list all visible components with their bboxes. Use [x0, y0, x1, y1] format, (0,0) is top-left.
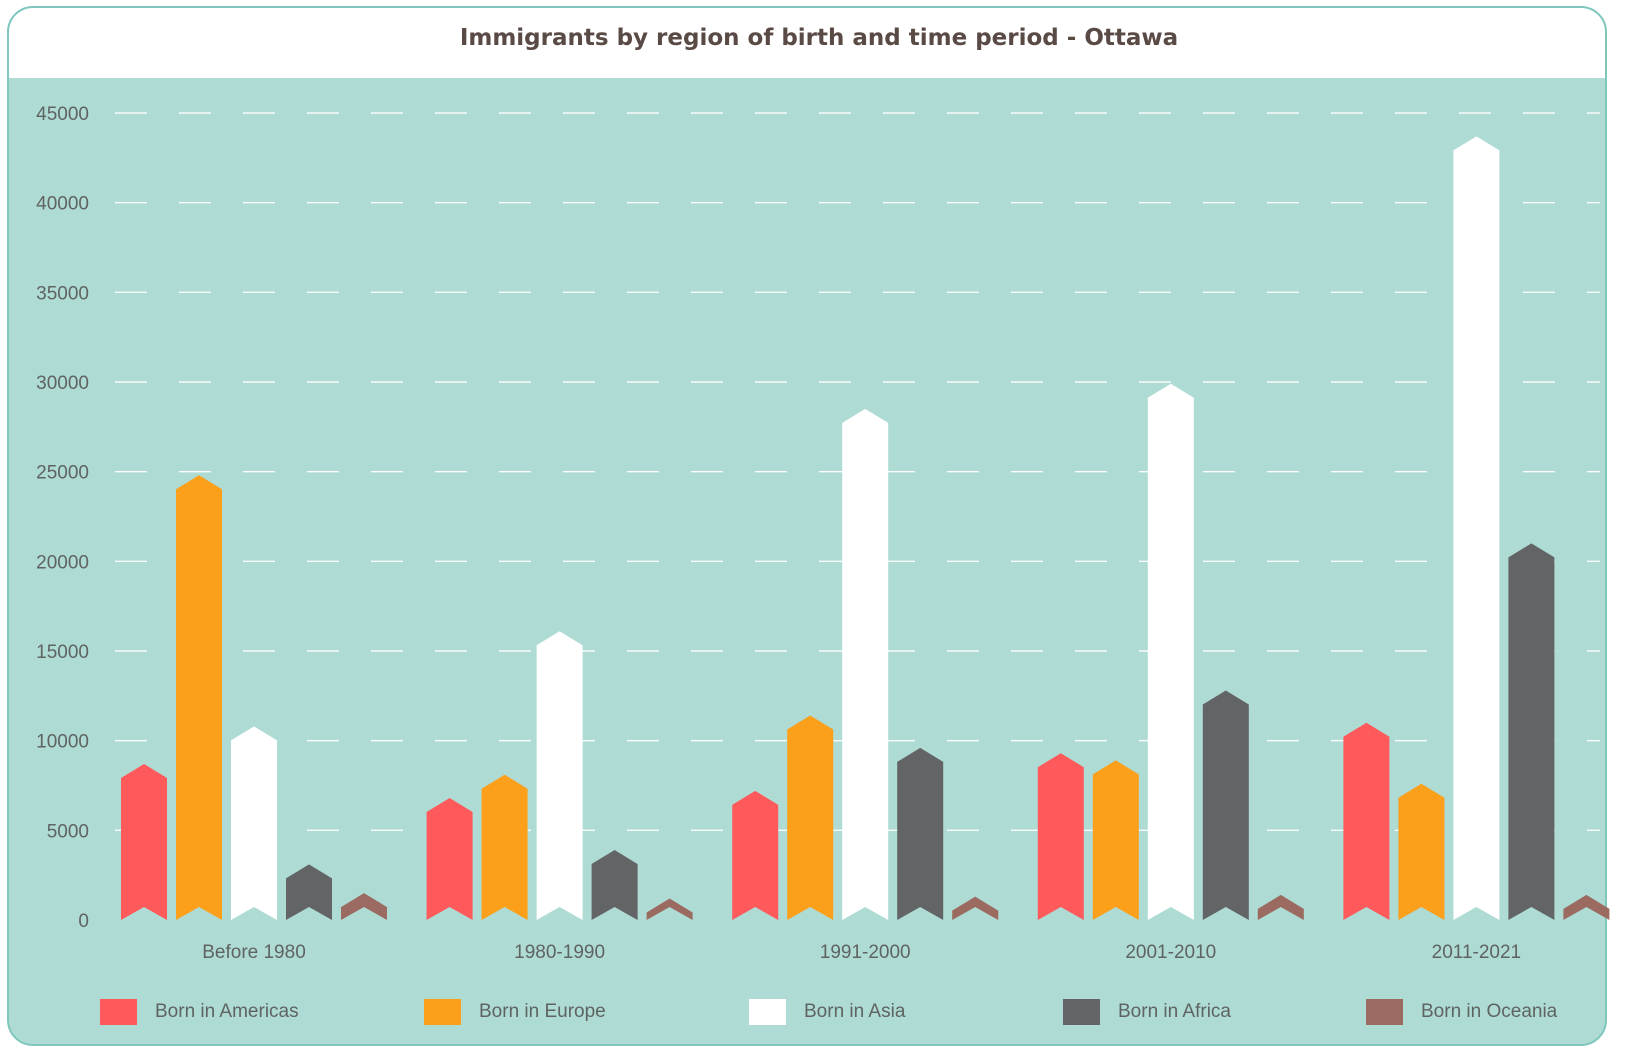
x-tick-label: 2011-2021: [1432, 942, 1521, 963]
x-tick-label: Before 1980: [202, 942, 306, 963]
bar-born-in-oceania-3: [1257, 894, 1304, 920]
y-tick-label: 0: [78, 911, 89, 932]
bar-born-in-europe-0: [176, 475, 222, 920]
bar-born-in-africa-3: [1202, 690, 1249, 920]
bar-born-in-americas-1: [426, 798, 473, 920]
bar-born-in-africa-4: [1508, 543, 1555, 920]
bar-born-in-americas-4: [1343, 722, 1390, 920]
bar-born-in-asia-3: [1147, 383, 1194, 920]
bar-born-in-asia-0: [231, 726, 277, 920]
bar-born-in-africa-0: [286, 864, 332, 920]
bar-born-in-oceania-0: [341, 893, 387, 920]
bar-born-in-oceania-1: [646, 898, 693, 920]
bar-born-in-asia-1: [536, 631, 583, 920]
y-tick-label: 25000: [36, 463, 89, 484]
title-bar: Immigrants by region of birth and time p…: [9, 8, 1605, 78]
y-tick-label: 5000: [47, 821, 89, 842]
bar-born-in-africa-1: [591, 850, 638, 920]
y-tick-label: 15000: [36, 642, 89, 663]
x-tick-label: 1980-1990: [514, 942, 605, 963]
bar-born-in-africa-2: [897, 747, 944, 920]
y-tick-label: 30000: [36, 373, 89, 394]
y-tick-label: 20000: [36, 552, 89, 573]
x-tick-label: 1991-2000: [820, 942, 911, 963]
y-tick-label: 45000: [36, 104, 89, 125]
bar-born-in-americas-2: [732, 790, 779, 920]
y-tick-label: 35000: [36, 283, 89, 304]
y-tick-label: 40000: [36, 194, 89, 215]
bar-born-in-americas-0: [121, 763, 167, 920]
bar-born-in-asia-2: [842, 408, 889, 920]
bar-born-in-europe-3: [1092, 760, 1139, 920]
bar-born-in-europe-2: [787, 715, 834, 920]
bar-born-in-europe-1: [481, 774, 528, 920]
chart-title: Immigrants by region of birth and time p…: [459, 25, 1179, 51]
x-tick-label: 2001-2010: [1125, 942, 1216, 963]
y-tick-label: 10000: [36, 732, 89, 753]
bar-born-in-asia-4: [1453, 136, 1500, 920]
bar-born-in-oceania-4: [1563, 894, 1610, 920]
bar-born-in-oceania-2: [952, 896, 999, 920]
bar-born-in-europe-4: [1398, 783, 1445, 920]
bar-born-in-americas-3: [1037, 753, 1084, 920]
